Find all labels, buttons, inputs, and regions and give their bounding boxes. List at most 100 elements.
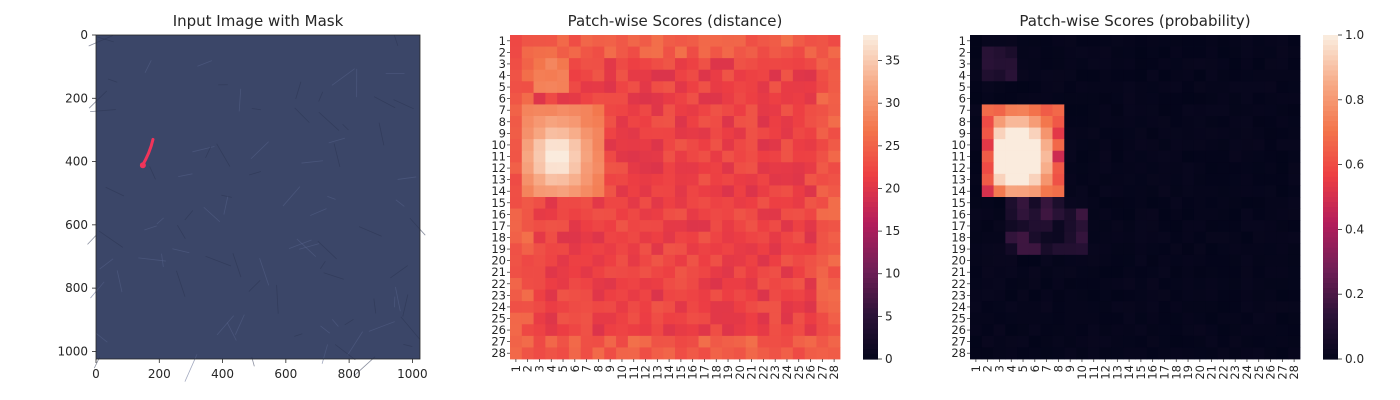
colorbar-tick-label: 0.6 (1345, 158, 1364, 172)
heatmap-cell (616, 266, 629, 279)
heatmap-cell (757, 69, 770, 82)
texture-line (232, 253, 242, 278)
heatmap-cell (1229, 278, 1242, 290)
heatmap-cell (663, 46, 676, 59)
heatmap-cell (616, 162, 629, 175)
heatmap-cell (828, 220, 841, 233)
heatmap-cell (1076, 58, 1089, 71)
heatmap-cell (580, 69, 593, 82)
heatmap-cell (592, 127, 605, 140)
heatmap-cell (545, 139, 558, 152)
heatmap-cell (792, 81, 806, 94)
heatmap-cell (557, 150, 570, 163)
heatmap-cell (675, 278, 688, 290)
heatmap-cell (568, 46, 582, 59)
heatmap-cell (698, 162, 711, 175)
heatmap-cell (686, 312, 699, 325)
heatmap-cell (1217, 58, 1230, 71)
heatmap-cell (1123, 231, 1136, 244)
texture-line (333, 143, 341, 167)
heatmap-cell (816, 324, 829, 337)
heatmap-cell (580, 312, 593, 325)
heatmap-cell (816, 185, 829, 198)
heatmap-cell (1064, 139, 1077, 152)
heatmap-cell (686, 92, 699, 105)
heatmap-cell (804, 312, 817, 325)
heatmap-cell (1111, 347, 1124, 360)
heatmap-cell (1087, 289, 1101, 302)
heatmap-cell (616, 197, 629, 209)
heatmap-cell (792, 231, 806, 244)
heatmap-cell (1052, 150, 1065, 163)
heatmap-cell (1205, 266, 1218, 279)
heatmap-cell (604, 231, 617, 244)
heatmap-cell (970, 81, 983, 94)
heatmap-cell (639, 58, 652, 71)
heatmap-cell (580, 139, 593, 152)
heatmap-cell (816, 197, 829, 209)
heatmap-cell (639, 312, 652, 325)
heatmap-cell (816, 312, 829, 325)
heatmap-cell (1276, 104, 1289, 117)
x-tick-label: 27 (815, 365, 829, 380)
heatmap-cell (592, 139, 605, 152)
heatmap-cell (733, 243, 747, 256)
heatmap-cell (1005, 254, 1018, 267)
heatmap-cell (1099, 347, 1112, 360)
heatmap-cell (1005, 127, 1018, 140)
texture-line (216, 143, 231, 167)
heatmap-cell (616, 69, 629, 82)
heatmap-cell (1076, 35, 1089, 47)
texture-line (177, 224, 186, 239)
heatmap-cell (686, 220, 699, 233)
colorbar-segment (863, 90, 878, 97)
heatmap-cell (663, 81, 676, 94)
heatmap-cell (745, 324, 758, 337)
heatmap-cell (1028, 173, 1042, 186)
colorbar-segment (1323, 60, 1338, 66)
heatmap-cell (1087, 243, 1101, 256)
heatmap-cell (1288, 266, 1301, 279)
colorbar-segment (1323, 85, 1338, 92)
heatmap-cell (733, 46, 747, 59)
heatmap-cell (792, 104, 806, 117)
heatmap-cell (1158, 220, 1171, 233)
heatmap-cell (1158, 324, 1171, 337)
heatmap-cell (1170, 312, 1183, 325)
heatmap-cell (686, 116, 699, 128)
heatmap-cell (686, 231, 699, 244)
heatmap-cell (769, 104, 782, 117)
heatmap-cell (545, 220, 558, 233)
heatmap-cell (1217, 150, 1230, 163)
heatmap-cell (1135, 35, 1148, 47)
heatmap-cell (1040, 301, 1053, 314)
heatmap-cell (557, 127, 570, 140)
heatmap-cell (1288, 301, 1301, 314)
heatmap-cell (1288, 347, 1301, 360)
colorbar-segment (863, 333, 878, 340)
heatmap-cell (533, 324, 546, 337)
heatmap-cell (627, 254, 641, 267)
heatmap-cell (733, 347, 747, 360)
heatmap-cell (804, 324, 817, 337)
heatmap-cell (557, 208, 570, 221)
heatmap-cell (1052, 46, 1065, 59)
heatmap-cell (698, 347, 711, 360)
heatmap-cell (1158, 335, 1171, 348)
heatmap-cell (651, 116, 664, 128)
heatmap-cell (639, 197, 652, 209)
heatmap-cell (1028, 81, 1042, 94)
y-tick-label: 13 (491, 173, 506, 187)
heatmap-cell (828, 301, 841, 314)
heatmap-cell (1252, 335, 1266, 348)
heatmap-cell (545, 254, 558, 267)
heatmap-cell (1170, 254, 1183, 267)
heatmap-cell (1205, 104, 1218, 117)
heatmap-cell (663, 278, 676, 290)
heatmap-cell (1205, 289, 1218, 302)
heatmap-cell (521, 150, 534, 163)
heatmap-cell (616, 35, 629, 47)
heatmap-cell (733, 220, 747, 233)
texture-line (234, 314, 245, 335)
heatmap-cell (651, 231, 664, 244)
